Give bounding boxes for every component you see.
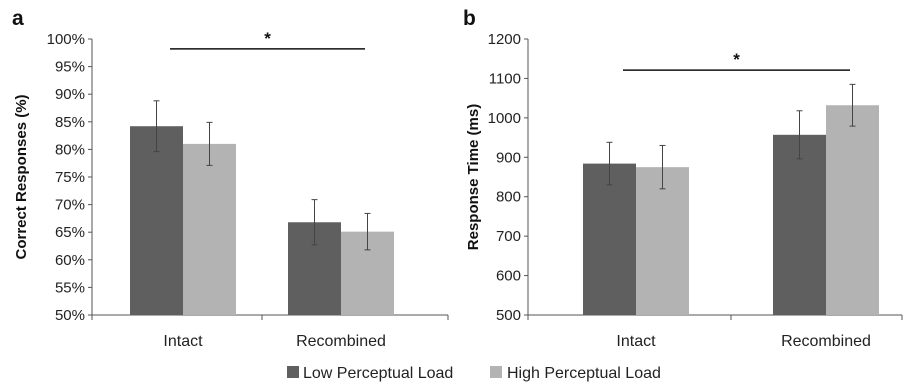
y-tick-label: 500	[496, 307, 521, 324]
x-category-label: Intact	[163, 333, 203, 350]
legend-swatch-low	[287, 366, 299, 378]
y-tick-label: 900	[496, 149, 521, 166]
x-category-label: Intact	[616, 333, 656, 350]
y-tick-label: 100%	[47, 31, 85, 48]
y-tick-label: 65%	[55, 224, 85, 241]
x-category-label: Recombined	[781, 333, 871, 350]
legend-label-low: Low Perceptual Load	[303, 365, 453, 382]
y-tick-label: 80%	[55, 141, 85, 158]
legend-label-high: High Perceptual Load	[507, 365, 661, 382]
y-tick-label: 60%	[55, 252, 85, 269]
legend: Low Perceptual Load High Perceptual Load	[287, 365, 661, 382]
y-tick-label: 1200	[488, 31, 521, 48]
legend-swatch-high	[490, 366, 502, 378]
bar-low-intact	[583, 163, 636, 315]
y-tick-label: 1000	[488, 110, 521, 127]
panel-letter: b	[463, 7, 476, 30]
bar-high-intact	[183, 143, 236, 315]
y-tick-label: 700	[496, 228, 521, 245]
y-tick-label: 800	[496, 189, 521, 206]
panel-letter: a	[12, 7, 24, 30]
y-tick-label: 85%	[55, 114, 85, 131]
y-tick-label: 70%	[55, 197, 85, 214]
x-category-label: Recombined	[296, 333, 386, 350]
bar-high-intact	[636, 167, 689, 315]
chart-panel-a: a Correct Responses (%) 50% 55% 60% 65% 70% 75%…	[12, 7, 449, 350]
y-tick-label: 90%	[55, 86, 85, 103]
y-tick-label: 50%	[55, 307, 85, 324]
y-axis-label: Response Time (ms)	[465, 104, 482, 250]
bar-low-recombined	[773, 134, 826, 315]
significance-marker: *	[264, 29, 271, 48]
bar-high-recombined	[826, 105, 879, 316]
bar-low-intact	[130, 126, 183, 315]
y-axis-label: Correct Responses (%)	[13, 94, 30, 259]
y-tick-label: 600	[496, 268, 521, 285]
y-tick-label: 75%	[55, 169, 85, 186]
y-tick-label: 1100	[489, 70, 521, 87]
chart-panel-b: b Response Time (ms) 500 600 700 800 900 1000 11…	[463, 7, 903, 350]
y-tick-label: 55%	[55, 279, 85, 296]
significance-marker: *	[733, 50, 740, 69]
y-tick-label: 95%	[55, 59, 85, 76]
